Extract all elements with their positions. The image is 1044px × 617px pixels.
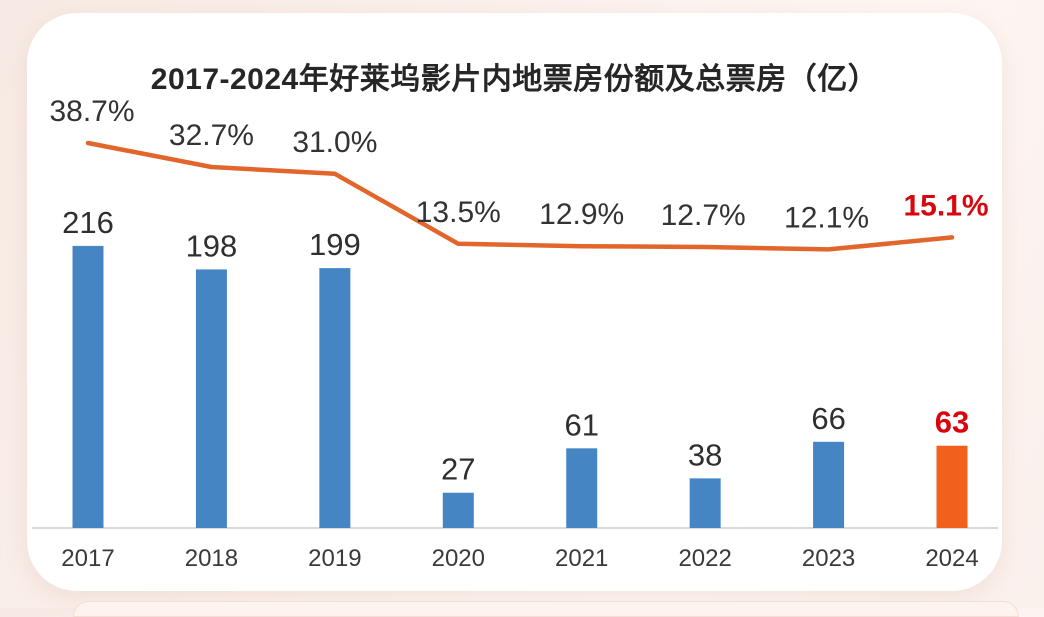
line-value-label-2018: 32.7%	[169, 119, 254, 152]
bar-2017	[72, 245, 104, 529]
x-tick-label-2018: 2018	[185, 545, 238, 572]
line-value-label-2021: 12.9%	[539, 198, 624, 231]
bar-2024	[936, 445, 968, 528]
bar-value-label-2020: 27	[441, 452, 475, 487]
line-value-label-2020: 13.5%	[416, 196, 501, 229]
bar-value-label-2024: 63	[935, 405, 969, 440]
x-tick-label-2023: 2023	[802, 545, 855, 572]
bar-value-label-2021: 61	[564, 407, 598, 442]
bar-value-label-2023: 66	[811, 401, 845, 436]
bar-2021	[566, 448, 598, 528]
share-line	[85, 140, 955, 252]
bar-2022	[689, 478, 721, 528]
line-value-label-2017: 38.7%	[49, 95, 134, 128]
bar-2018	[195, 269, 227, 528]
bar-2020	[442, 492, 474, 528]
line-value-label-2019: 31.0%	[292, 126, 377, 159]
line-value-label-2024: 15.1%	[903, 189, 988, 222]
x-tick-label-2024: 2024	[925, 545, 978, 572]
x-tick-label-2022: 2022	[678, 545, 731, 572]
x-tick-label-2017: 2017	[61, 545, 114, 572]
line-value-label-2022: 12.7%	[661, 199, 746, 232]
line-value-label-2023: 12.1%	[784, 201, 869, 234]
chart-title: 2017-2024年好莱坞影片内地票房份额及总票房（亿）	[150, 63, 879, 96]
bar-2019	[319, 268, 351, 528]
x-tick-label-2021: 2021	[555, 545, 608, 572]
x-tick-label-2020: 2020	[432, 545, 485, 572]
bar-2023	[813, 441, 845, 528]
bar-value-label-2018: 198	[186, 228, 238, 263]
bar-value-label-2022: 38	[688, 437, 722, 472]
x-tick-label-2019: 2019	[308, 545, 361, 572]
next-card-top-edge	[73, 601, 1019, 617]
chart-card: 2017-2024年好莱坞影片内地票房份额及总票房（亿）	[27, 13, 1002, 591]
bar-value-label-2019: 199	[309, 227, 361, 262]
bar-value-label-2017: 216	[62, 205, 114, 240]
